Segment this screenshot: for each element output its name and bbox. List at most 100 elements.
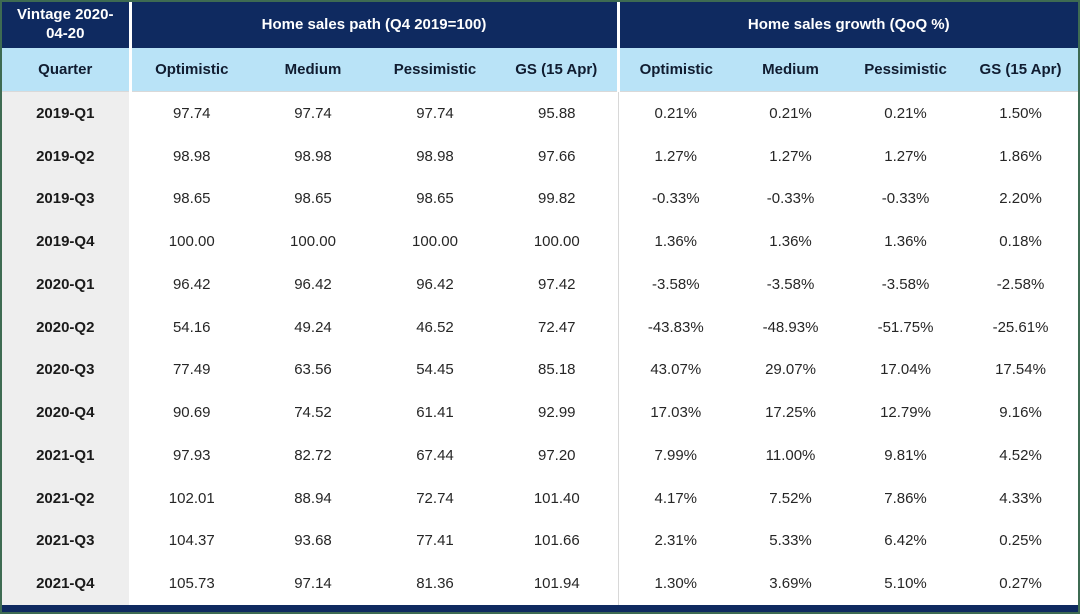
table-row: 2021-Q2 102.01 88.94 72.74 101.40 4.17% … — [2, 476, 1078, 520]
quarter-cell: 2019-Q4 — [2, 220, 132, 264]
path-medium-cell: 97.14 — [252, 562, 374, 605]
path-gs-cell: 97.20 — [496, 434, 619, 477]
path-pessimistic-cell: 98.98 — [374, 134, 496, 178]
quarter-cell: 2020-Q2 — [2, 305, 132, 349]
path-gs-cell: 97.66 — [496, 134, 619, 178]
growth-optimistic-cell: -43.83% — [618, 305, 734, 349]
growth-medium-cell: 5.33% — [733, 519, 849, 563]
quarter-cell: 2019-Q2 — [2, 134, 132, 178]
path-medium-cell: 98.65 — [252, 177, 374, 221]
growth-optimistic-cell: -3.58% — [618, 263, 734, 306]
quarter-cell: 2021-Q2 — [2, 476, 132, 520]
growth-medium-cell: -0.33% — [733, 177, 849, 221]
growth-pessimistic-header: Pessimistic — [848, 48, 964, 92]
table-row: 2019-Q4 100.00 100.00 100.00 100.00 1.36… — [2, 220, 1078, 264]
growth-pessimistic-cell: 5.10% — [848, 562, 964, 605]
path-optimistic-cell: 77.49 — [130, 348, 252, 392]
growth-optimistic-cell: 43.07% — [618, 348, 734, 392]
path-optimistic-cell: 97.93 — [130, 434, 252, 477]
growth-optimistic-cell: 1.36% — [618, 220, 734, 264]
path-optimistic-cell: 105.73 — [130, 562, 252, 605]
growth-optimistic-cell: 4.17% — [618, 476, 734, 520]
quarter-cell: 2021-Q1 — [2, 434, 132, 477]
path-pessimistic-cell: 98.65 — [374, 177, 496, 221]
growth-pessimistic-cell: 0.21% — [848, 91, 964, 135]
growth-pessimistic-cell: 17.04% — [848, 348, 964, 392]
growth-pessimistic-cell: -51.75% — [848, 305, 964, 349]
path-pessimistic-cell: 96.42 — [374, 263, 496, 306]
path-pessimistic-header: Pessimistic — [374, 48, 496, 92]
path-gs-cell: 101.94 — [496, 562, 619, 605]
growth-gs-cell: 2.20% — [963, 177, 1078, 221]
path-optimistic-cell: 102.01 — [130, 476, 252, 520]
growth-pessimistic-cell: 1.27% — [848, 134, 964, 178]
growth-gs-cell: 1.50% — [963, 91, 1078, 135]
growth-gs-cell: -2.58% — [963, 263, 1078, 306]
growth-optimistic-cell: 1.27% — [618, 134, 734, 178]
growth-gs-cell: 0.18% — [963, 220, 1078, 264]
path-pessimistic-cell: 46.52 — [374, 305, 496, 349]
growth-optimistic-header: Optimistic — [618, 48, 734, 92]
path-gs-cell: 72.47 — [496, 305, 619, 349]
growth-medium-cell: 3.69% — [733, 562, 849, 605]
path-gs-cell: 85.18 — [496, 348, 619, 392]
path-gs-cell: 97.42 — [496, 263, 619, 306]
column-header-row: Quarter Optimistic Medium Pessimistic GS… — [2, 48, 1078, 92]
quarter-cell: 2021-Q4 — [2, 562, 132, 605]
bottom-accent-bar — [2, 605, 1078, 612]
path-medium-cell: 63.56 — [252, 348, 374, 392]
growth-gs-cell: 17.54% — [963, 348, 1078, 392]
path-medium-cell: 97.74 — [252, 91, 374, 135]
growth-pessimistic-cell: 9.81% — [848, 434, 964, 477]
table-row: 2021-Q4 105.73 97.14 81.36 101.94 1.30% … — [2, 562, 1078, 605]
growth-medium-cell: 1.36% — [733, 220, 849, 264]
vintage-label: Vintage 2020-04-20 — [2, 2, 132, 48]
path-medium-cell: 96.42 — [252, 263, 374, 306]
quarter-cell: 2021-Q3 — [2, 519, 132, 563]
growth-optimistic-cell: 17.03% — [618, 391, 734, 434]
path-gs-header: GS (15 Apr) — [496, 48, 620, 92]
path-gs-cell: 92.99 — [496, 391, 619, 434]
growth-gs-cell: 1.86% — [963, 134, 1078, 178]
path-pessimistic-cell: 72.74 — [374, 476, 496, 520]
path-medium-cell: 98.98 — [252, 134, 374, 178]
quarter-cell: 2020-Q1 — [2, 263, 132, 306]
table-row: 2021-Q1 97.93 82.72 67.44 97.20 7.99% 11… — [2, 434, 1078, 477]
growth-medium-cell: 11.00% — [733, 434, 849, 477]
path-medium-header: Medium — [252, 48, 374, 92]
growth-pessimistic-cell: 6.42% — [848, 519, 964, 563]
path-pessimistic-cell: 81.36 — [374, 562, 496, 605]
home-sales-table: Vintage 2020-04-20 Home sales path (Q4 2… — [2, 2, 1078, 605]
growth-group-header: Home sales growth (QoQ %) — [618, 2, 1078, 48]
path-pessimistic-cell: 97.74 — [374, 91, 496, 135]
growth-optimistic-cell: 7.99% — [618, 434, 734, 477]
quarter-cell: 2020-Q3 — [2, 348, 132, 392]
path-group-header: Home sales path (Q4 2019=100) — [130, 2, 620, 48]
growth-pessimistic-cell: 7.86% — [848, 476, 964, 520]
path-gs-cell: 95.88 — [496, 91, 619, 135]
path-medium-cell: 88.94 — [252, 476, 374, 520]
quarter-cell: 2019-Q3 — [2, 177, 132, 221]
growth-medium-cell: 29.07% — [733, 348, 849, 392]
path-pessimistic-cell: 67.44 — [374, 434, 496, 477]
growth-gs-cell: 0.25% — [963, 519, 1078, 563]
path-optimistic-header: Optimistic — [130, 48, 252, 92]
table-row: 2020-Q2 54.16 49.24 46.52 72.47 -43.83% … — [2, 305, 1078, 349]
path-optimistic-cell: 96.42 — [130, 263, 252, 306]
path-pessimistic-cell: 100.00 — [374, 220, 496, 264]
growth-gs-header: GS (15 Apr) — [963, 48, 1078, 92]
growth-gs-cell: 0.27% — [963, 562, 1078, 605]
growth-pessimistic-cell: 12.79% — [848, 391, 964, 434]
growth-medium-cell: 0.21% — [733, 91, 849, 135]
growth-medium-cell: -3.58% — [733, 263, 849, 306]
path-gs-cell: 101.40 — [496, 476, 619, 520]
table-body: 2019-Q1 97.74 97.74 97.74 95.88 0.21% 0.… — [2, 91, 1078, 605]
path-medium-cell: 82.72 — [252, 434, 374, 477]
path-medium-cell: 74.52 — [252, 391, 374, 434]
growth-pessimistic-cell: -0.33% — [848, 177, 964, 221]
quarter-cell: 2020-Q4 — [2, 391, 132, 434]
quarter-column-header: Quarter — [2, 48, 132, 92]
path-optimistic-cell: 97.74 — [130, 91, 252, 135]
growth-optimistic-cell: -0.33% — [618, 177, 734, 221]
